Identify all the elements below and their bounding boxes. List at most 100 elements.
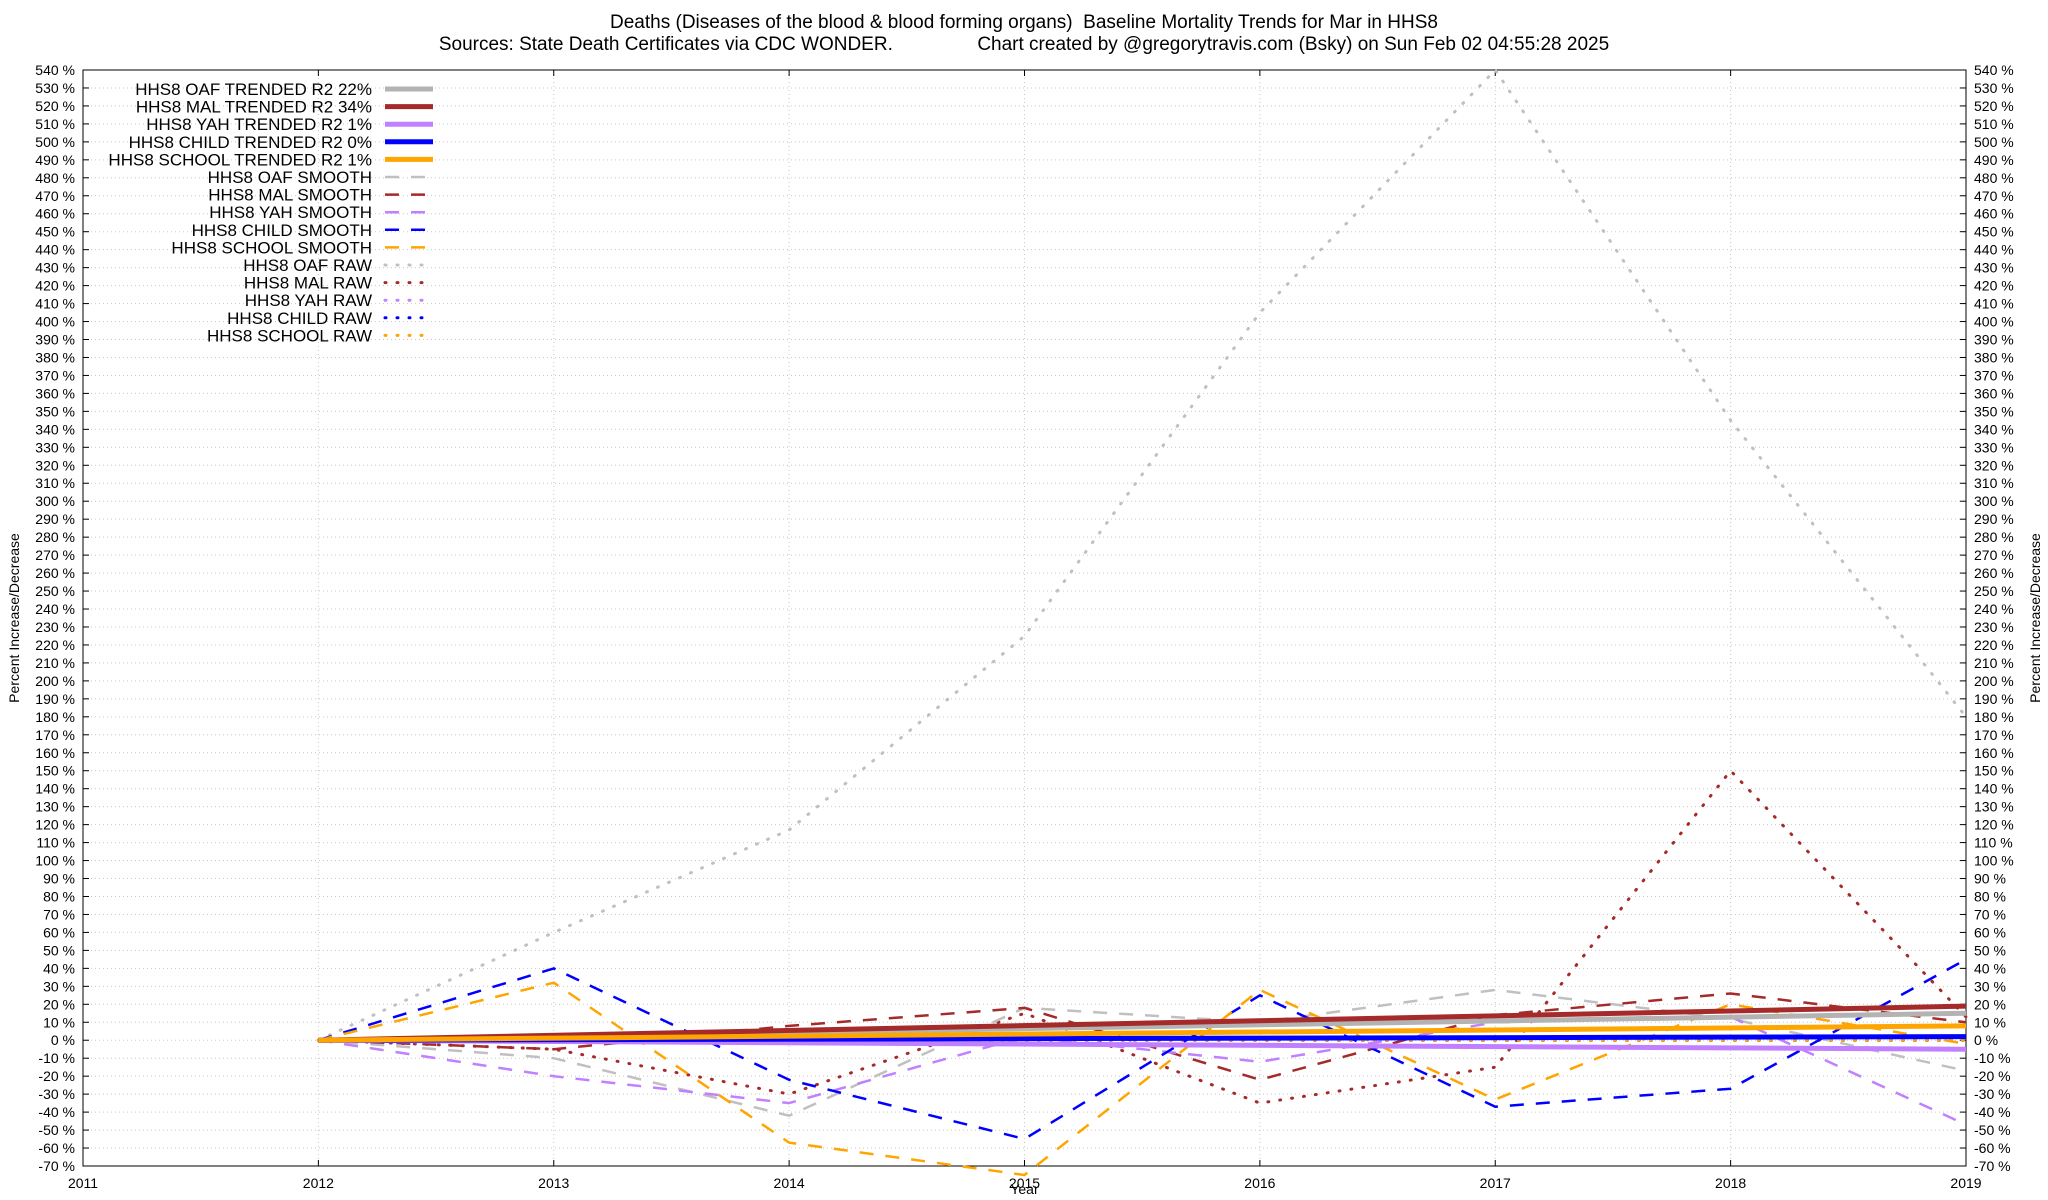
y-tick-label-left: 60 % — [43, 924, 75, 940]
y-tick-label-left: 100 % — [35, 853, 75, 869]
y-tick-label-left: 230 % — [35, 619, 75, 635]
y-tick-label-left: 340 % — [35, 421, 75, 437]
y-tick-label-right: 230 % — [1974, 619, 2014, 635]
legend-label-hhs8-oaf-smooth: HHS8 OAF SMOOTH — [208, 168, 372, 187]
y-tick-label-left: 170 % — [35, 727, 75, 743]
y-tick-label-right: 320 % — [1974, 457, 2014, 473]
y-tick-label-left: 530 % — [35, 80, 75, 96]
y-tick-label-right: 400 % — [1974, 314, 2014, 330]
y-tick-label-left: 240 % — [35, 601, 75, 617]
series-line-hhs8-school-trended-r2 — [318, 1023, 1967, 1043]
series-line-hhs8-mal-trended-r2 — [318, 1003, 1967, 1043]
legend-label-hhs8-school-raw: HHS8 SCHOOL RAW — [207, 326, 372, 345]
x-tick-label: 2015 — [1009, 1175, 1040, 1191]
y-tick-label-right: 140 % — [1974, 781, 2014, 797]
y-tick-label-right: 90 % — [1974, 871, 2006, 887]
y-tick-label-right: 360 % — [1974, 385, 2014, 401]
y-tick-label-left: 120 % — [35, 817, 75, 833]
legend-label-hhs8-yah-trended-r2: HHS8 YAH TRENDED R2 1% — [146, 115, 372, 134]
chart-subtitle: Sources: State Death Certificates via CD… — [438, 34, 1610, 55]
y-axis-label-right: Percent Increase/Decrease — [2027, 533, 2043, 703]
y-tick-label-right: 480 % — [1974, 170, 2014, 186]
legend-label-hhs8-oaf-raw: HHS8 OAF RAW — [243, 256, 372, 275]
legend-label-hhs8-oaf-trended-r2: HHS8 OAF TRENDED R2 22% — [135, 80, 372, 99]
y-tick-label-right: 440 % — [1974, 242, 2014, 258]
y-tick-label-left: 160 % — [35, 745, 75, 761]
x-tick-label: 2017 — [1480, 1175, 1511, 1191]
y-tick-label-left: -60 % — [38, 1140, 75, 1156]
y-tick-label-right: 0 % — [1974, 1032, 1998, 1048]
series-line-hhs8-child-smooth — [318, 958, 1967, 1141]
y-tick-label-left: 210 % — [35, 655, 75, 671]
y-tick-label-right: 420 % — [1974, 278, 2014, 294]
y-tick-label-left: -40 % — [38, 1104, 75, 1120]
legend-label-hhs8-school-trended-r2: HHS8 SCHOOL TRENDED R2 1% — [108, 150, 372, 169]
axes: -70 % -70 % -60 % -60 % -50 % -50 % -40 % -40 %… — [35, 62, 2013, 1191]
y-tick-label-left: 130 % — [35, 799, 75, 815]
y-tick-label-left: 350 % — [35, 403, 75, 419]
y-axis-label-left: Percent Increase/Decrease — [6, 533, 22, 703]
y-tick-label-right: 530 % — [1974, 80, 2014, 96]
x-tick-label: 2016 — [1244, 1175, 1275, 1191]
y-tick-label-right: 520 % — [1974, 98, 2014, 114]
y-tick-label-right: 300 % — [1974, 493, 2014, 509]
y-tick-label-right: 70 % — [1974, 906, 2006, 922]
y-tick-label-right: 190 % — [1974, 691, 2014, 707]
y-tick-label-left: 0 % — [51, 1032, 75, 1048]
y-tick-label-right: 60 % — [1974, 924, 2006, 940]
series-line-hhs8-mal-raw — [316, 769, 1968, 1105]
y-tick-label-left: 70 % — [43, 906, 75, 922]
y-tick-label-left: 420 % — [35, 278, 75, 294]
y-tick-label-left: 310 % — [35, 475, 75, 491]
y-tick-label-left: 400 % — [35, 314, 75, 330]
y-tick-label-left: 510 % — [35, 116, 75, 132]
y-tick-label-right: -30 % — [1974, 1086, 2011, 1102]
y-tick-label-right: 390 % — [1974, 332, 2014, 348]
y-tick-label-left: 90 % — [43, 871, 75, 887]
legend-label-hhs8-mal-raw: HHS8 MAL RAW — [244, 274, 372, 293]
x-tick-label: 2011 — [68, 1175, 98, 1191]
x-axis-label: Year — [1010, 1181, 1039, 1197]
y-tick-label-right: 150 % — [1974, 763, 2014, 779]
y-tick-label-left: 150 % — [35, 763, 75, 779]
y-tick-label-right: 510 % — [1974, 116, 2014, 132]
x-tick-label: 2019 — [1950, 1175, 1981, 1191]
y-tick-label-left: -70 % — [38, 1158, 75, 1174]
y-tick-label-right: -50 % — [1974, 1122, 2011, 1138]
y-tick-label-left: 540 % — [35, 62, 75, 78]
y-tick-label-left: 320 % — [35, 457, 75, 473]
y-tick-label-right: 30 % — [1974, 978, 2006, 994]
y-tick-label-left: 380 % — [35, 349, 75, 365]
legend-label-hhs8-child-trended-r2: HHS8 CHILD TRENDED R2 0% — [129, 133, 372, 152]
y-tick-label-left: 470 % — [35, 188, 75, 204]
y-tick-label-right: 270 % — [1974, 547, 2014, 563]
y-tick-label-right: 120 % — [1974, 817, 2014, 833]
y-tick-label-right: 200 % — [1974, 673, 2014, 689]
y-tick-label-left: 300 % — [35, 493, 75, 509]
y-tick-label-left: -50 % — [38, 1122, 75, 1138]
legend-label-hhs8-child-smooth: HHS8 CHILD SMOOTH — [192, 221, 372, 240]
y-tick-label-right: 40 % — [1974, 960, 2006, 976]
legend-label-hhs8-mal-smooth: HHS8 MAL SMOOTH — [208, 186, 372, 205]
y-tick-label-right: 10 % — [1974, 1014, 2006, 1030]
y-tick-label-right: 280 % — [1974, 529, 2014, 545]
x-tick-label: 2014 — [774, 1175, 805, 1191]
y-tick-label-right: 490 % — [1974, 152, 2014, 168]
legend-label-hhs8-school-smooth: HHS8 SCHOOL SMOOTH — [171, 238, 372, 257]
y-tick-label-left: 80 % — [43, 888, 75, 904]
x-tick-label: 2012 — [303, 1175, 334, 1191]
y-tick-label-right: 250 % — [1974, 583, 2014, 599]
y-tick-label-right: 500 % — [1974, 134, 2014, 150]
y-tick-label-right: 110 % — [1974, 835, 2013, 851]
y-tick-label-right: 20 % — [1974, 996, 2006, 1012]
legend-label-hhs8-yah-smooth: HHS8 YAH SMOOTH — [209, 203, 372, 222]
y-tick-label-right: 340 % — [1974, 421, 2014, 437]
x-tick-label: 2013 — [538, 1175, 569, 1191]
y-tick-label-left: 330 % — [35, 439, 75, 455]
y-tick-label-right: 350 % — [1974, 403, 2014, 419]
y-tick-label-left: 190 % — [35, 691, 75, 707]
y-tick-label-left: 200 % — [35, 673, 75, 689]
y-tick-label-left: 140 % — [35, 781, 75, 797]
y-tick-label-right: 470 % — [1974, 188, 2014, 204]
y-tick-label-right: -40 % — [1974, 1104, 2011, 1120]
